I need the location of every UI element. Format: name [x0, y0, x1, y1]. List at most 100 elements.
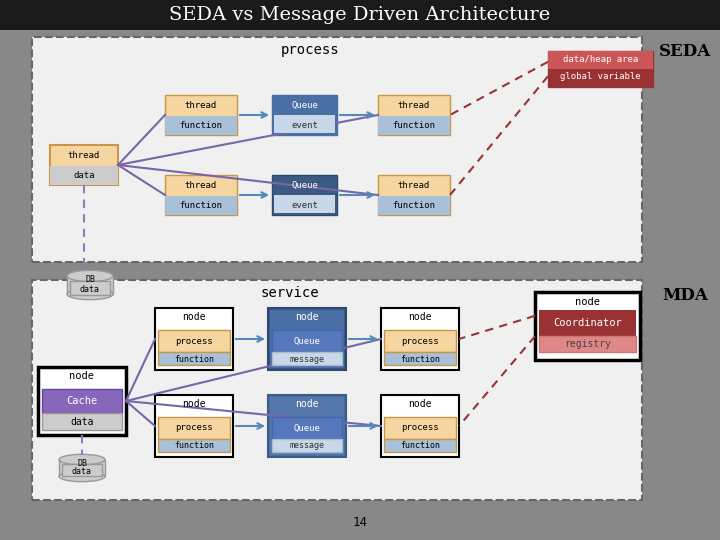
Text: data: data — [80, 286, 100, 294]
FancyBboxPatch shape — [165, 196, 237, 215]
Text: node: node — [408, 312, 432, 322]
FancyBboxPatch shape — [378, 95, 450, 135]
FancyBboxPatch shape — [155, 308, 233, 370]
Text: function: function — [179, 122, 222, 130]
Text: event: event — [291, 201, 318, 210]
Text: node: node — [575, 297, 600, 307]
Text: thread: thread — [185, 181, 217, 190]
Text: thread: thread — [398, 102, 430, 110]
Text: function: function — [174, 442, 214, 450]
FancyBboxPatch shape — [32, 280, 642, 500]
FancyBboxPatch shape — [378, 196, 450, 215]
Text: node: node — [408, 399, 432, 409]
Text: message: message — [289, 442, 325, 450]
Ellipse shape — [67, 288, 113, 300]
FancyBboxPatch shape — [165, 175, 237, 215]
FancyBboxPatch shape — [381, 308, 459, 370]
Text: Queue: Queue — [294, 423, 320, 433]
Text: node: node — [295, 399, 319, 409]
Text: function: function — [400, 442, 440, 450]
Text: function: function — [174, 354, 214, 363]
Text: 14: 14 — [353, 516, 367, 529]
Text: Queue: Queue — [294, 336, 320, 346]
Text: DB: DB — [85, 275, 95, 285]
FancyBboxPatch shape — [548, 51, 653, 87]
FancyBboxPatch shape — [274, 195, 335, 213]
Text: process: process — [401, 336, 438, 346]
FancyBboxPatch shape — [384, 417, 456, 439]
Text: thread: thread — [185, 102, 217, 110]
FancyBboxPatch shape — [272, 95, 337, 135]
FancyBboxPatch shape — [378, 175, 450, 215]
FancyBboxPatch shape — [50, 145, 118, 185]
FancyBboxPatch shape — [59, 460, 105, 476]
FancyBboxPatch shape — [384, 330, 456, 352]
Text: data: data — [73, 171, 95, 180]
Text: message: message — [289, 354, 325, 363]
FancyBboxPatch shape — [272, 352, 342, 365]
Text: Coordinator: Coordinator — [553, 318, 622, 328]
Text: Cache: Cache — [66, 396, 98, 406]
FancyBboxPatch shape — [274, 115, 335, 133]
FancyBboxPatch shape — [165, 116, 237, 135]
FancyBboxPatch shape — [158, 352, 230, 365]
Ellipse shape — [67, 271, 113, 281]
FancyBboxPatch shape — [155, 395, 233, 457]
Text: function: function — [400, 354, 440, 363]
FancyBboxPatch shape — [158, 417, 230, 439]
Text: function: function — [392, 201, 436, 210]
FancyBboxPatch shape — [381, 395, 459, 457]
Text: process: process — [281, 43, 339, 57]
Text: registry: registry — [564, 339, 611, 349]
FancyBboxPatch shape — [70, 281, 110, 295]
Text: process: process — [175, 336, 213, 346]
Text: data/heap area: data/heap area — [563, 56, 638, 64]
FancyBboxPatch shape — [38, 367, 126, 435]
Text: DB: DB — [77, 460, 87, 469]
Text: data: data — [72, 468, 92, 476]
Text: event: event — [291, 122, 318, 130]
FancyBboxPatch shape — [42, 413, 122, 430]
FancyBboxPatch shape — [539, 310, 636, 336]
Text: thread: thread — [398, 181, 430, 190]
FancyBboxPatch shape — [539, 336, 636, 352]
Text: function: function — [179, 201, 222, 210]
FancyBboxPatch shape — [268, 395, 346, 457]
Text: SEDA: SEDA — [659, 44, 711, 60]
FancyBboxPatch shape — [384, 352, 456, 365]
Text: global variable: global variable — [560, 72, 641, 82]
FancyBboxPatch shape — [67, 276, 113, 294]
FancyBboxPatch shape — [42, 389, 122, 413]
FancyBboxPatch shape — [32, 37, 642, 262]
FancyBboxPatch shape — [384, 439, 456, 452]
FancyBboxPatch shape — [272, 175, 337, 215]
FancyBboxPatch shape — [548, 51, 653, 69]
FancyBboxPatch shape — [272, 330, 342, 352]
Ellipse shape — [59, 454, 105, 465]
FancyBboxPatch shape — [378, 116, 450, 135]
FancyBboxPatch shape — [272, 417, 342, 439]
Text: SEDA vs Message Driven Architecture: SEDA vs Message Driven Architecture — [169, 6, 551, 24]
Text: node: node — [182, 399, 206, 409]
FancyBboxPatch shape — [158, 330, 230, 352]
FancyBboxPatch shape — [272, 439, 342, 452]
FancyBboxPatch shape — [268, 308, 346, 370]
Text: node: node — [70, 371, 94, 381]
FancyBboxPatch shape — [158, 439, 230, 452]
Text: Queue: Queue — [291, 181, 318, 190]
FancyBboxPatch shape — [0, 0, 720, 30]
Text: process: process — [401, 423, 438, 433]
FancyBboxPatch shape — [535, 292, 640, 360]
Text: service: service — [261, 286, 319, 300]
FancyBboxPatch shape — [270, 310, 344, 368]
Text: node: node — [182, 312, 206, 322]
Text: process: process — [175, 423, 213, 433]
Text: function: function — [392, 122, 436, 130]
FancyBboxPatch shape — [62, 464, 102, 476]
Text: node: node — [295, 312, 319, 322]
Text: thread: thread — [68, 151, 100, 160]
FancyBboxPatch shape — [50, 166, 118, 185]
FancyBboxPatch shape — [165, 95, 237, 135]
Ellipse shape — [59, 471, 105, 482]
Text: data: data — [71, 417, 94, 427]
